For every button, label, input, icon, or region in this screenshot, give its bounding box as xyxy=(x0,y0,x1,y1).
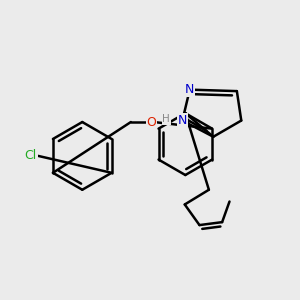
Text: H: H xyxy=(162,114,170,124)
Text: Cl: Cl xyxy=(25,149,37,162)
Text: N: N xyxy=(185,83,194,96)
Text: O: O xyxy=(146,116,156,128)
Text: N: N xyxy=(178,114,187,127)
